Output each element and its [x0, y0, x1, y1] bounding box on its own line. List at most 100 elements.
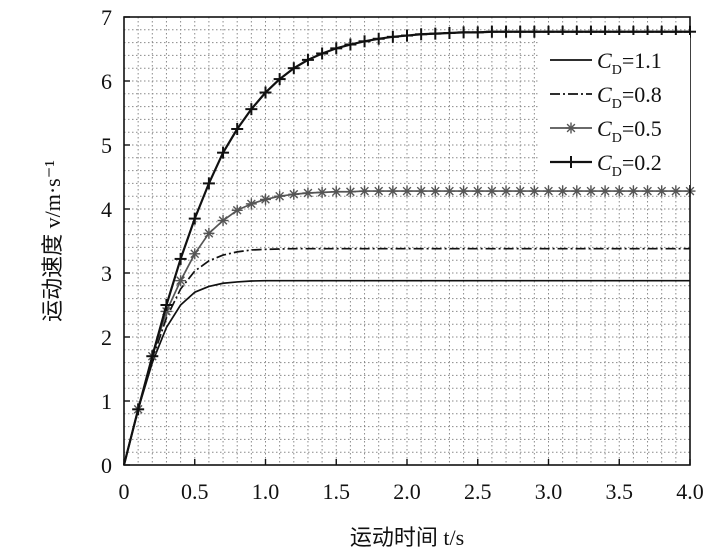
- asterisk-marker-arm: [544, 186, 553, 196]
- legend-label-value: =0.5: [622, 116, 662, 141]
- plus-marker: [231, 123, 244, 135]
- asterisk-marker: [189, 248, 201, 260]
- series-4: [122, 25, 696, 466]
- asterisk-marker: [613, 185, 625, 197]
- asterisk-marker: [415, 185, 427, 197]
- asterisk-marker: [302, 187, 314, 199]
- x-tick-label: 0: [119, 479, 130, 504]
- asterisk-marker-arm: [558, 186, 568, 196]
- asterisk-marker: [627, 185, 639, 197]
- plus-marker: [301, 53, 314, 66]
- x-axis-title: 运动时间 t/s: [350, 525, 464, 550]
- series-line: [123, 247, 690, 466]
- asterisk-marker-arm: [402, 186, 412, 196]
- asterisk-marker-arm: [232, 205, 242, 215]
- x-tick-label: 3.5: [606, 479, 634, 504]
- asterisk-marker: [514, 185, 526, 197]
- plus-marker: [386, 30, 399, 43]
- plus-marker: [245, 103, 258, 116]
- asterisk-marker-arm: [416, 186, 426, 196]
- asterisk-marker-arm: [572, 186, 582, 196]
- series-1: [123, 279, 690, 466]
- y-tick-label: 5: [101, 133, 112, 158]
- legend-label-symbol: C: [597, 48, 612, 73]
- legend-label-value: =0.2: [622, 150, 662, 175]
- plus-marker: [565, 156, 577, 168]
- plus-marker: [415, 28, 428, 41]
- asterisk-marker: [288, 188, 300, 200]
- asterisk-marker-arm: [331, 187, 341, 197]
- asterisk-marker: [656, 185, 668, 197]
- grid: [124, 17, 690, 465]
- asterisk-marker: [330, 186, 342, 198]
- asterisk-marker: [316, 186, 328, 198]
- plus-marker: [401, 29, 413, 42]
- x-tick-label: 1.0: [252, 479, 280, 504]
- asterisk-marker-arm: [176, 276, 185, 286]
- x-tick-label: 2.0: [393, 479, 421, 504]
- legend-label: CD=0.2: [597, 150, 662, 180]
- legend-label-subscript: D: [612, 97, 622, 112]
- legend-label-symbol: C: [597, 82, 612, 107]
- y-tick-label: 7: [101, 5, 112, 30]
- plus-marker: [132, 403, 145, 416]
- plus-marker: [429, 27, 442, 40]
- series-3: [123, 185, 696, 466]
- asterisk-marker: [585, 185, 597, 197]
- asterisk-marker: [443, 185, 455, 197]
- asterisk-marker: [359, 185, 371, 197]
- y-tick-label: 0: [101, 453, 112, 478]
- plus-marker: [344, 38, 357, 51]
- plus-marker: [273, 73, 286, 86]
- asterisk-marker: [344, 186, 356, 198]
- plus-marker: [443, 27, 456, 39]
- plus-marker: [259, 86, 272, 99]
- x-tick-label: 2.5: [464, 479, 492, 504]
- x-tick-label: 4.0: [676, 479, 704, 504]
- legend-label-value: =0.8: [622, 82, 662, 107]
- asterisk-marker: [472, 185, 484, 197]
- asterisk-marker-arm: [459, 186, 468, 196]
- asterisk-marker: [571, 185, 583, 197]
- asterisk-marker-arm: [388, 186, 398, 196]
- asterisk-marker: [670, 185, 682, 197]
- asterisk-marker: [599, 185, 611, 197]
- plus-marker: [160, 299, 173, 311]
- asterisk-marker: [486, 185, 498, 197]
- asterisk-marker-arm: [289, 189, 299, 199]
- plus-marker: [528, 25, 541, 38]
- y-tick-label: 1: [101, 389, 112, 414]
- asterisk-marker-arm: [275, 191, 285, 201]
- asterisk-marker-arm: [204, 228, 214, 238]
- asterisk-marker-arm: [629, 186, 638, 196]
- asterisk-marker-arm: [445, 186, 454, 196]
- legend-label-symbol: C: [597, 116, 612, 141]
- asterisk-marker-arm: [501, 186, 511, 196]
- asterisk-marker: [565, 122, 577, 134]
- plus-marker: [202, 177, 215, 190]
- plus-marker: [188, 212, 201, 225]
- x-tick-label: 3.0: [535, 479, 563, 504]
- asterisk-marker: [543, 185, 554, 197]
- asterisk-marker: [274, 190, 286, 202]
- asterisk-marker: [373, 185, 385, 197]
- y-tick-label: 2: [101, 325, 112, 350]
- asterisk-marker-arm: [346, 187, 355, 197]
- plus-marker: [287, 62, 300, 75]
- asterisk-marker: [217, 215, 229, 227]
- legend-label-subscript: D: [612, 131, 622, 146]
- y-tick-label: 3: [101, 261, 112, 286]
- plus-marker: [217, 146, 230, 159]
- legend-item: CD=0.5: [550, 116, 662, 146]
- series-line: [123, 279, 690, 466]
- legend-item: CD=0.2: [550, 150, 662, 180]
- legend-label-subscript: D: [612, 63, 622, 78]
- asterisk-marker-arm: [657, 186, 667, 196]
- asterisk-marker-arm: [614, 186, 624, 196]
- y-tick-label: 4: [101, 197, 112, 222]
- asterisk-marker-arm: [473, 186, 483, 196]
- plus-marker: [330, 42, 343, 55]
- series-layer: [122, 25, 696, 466]
